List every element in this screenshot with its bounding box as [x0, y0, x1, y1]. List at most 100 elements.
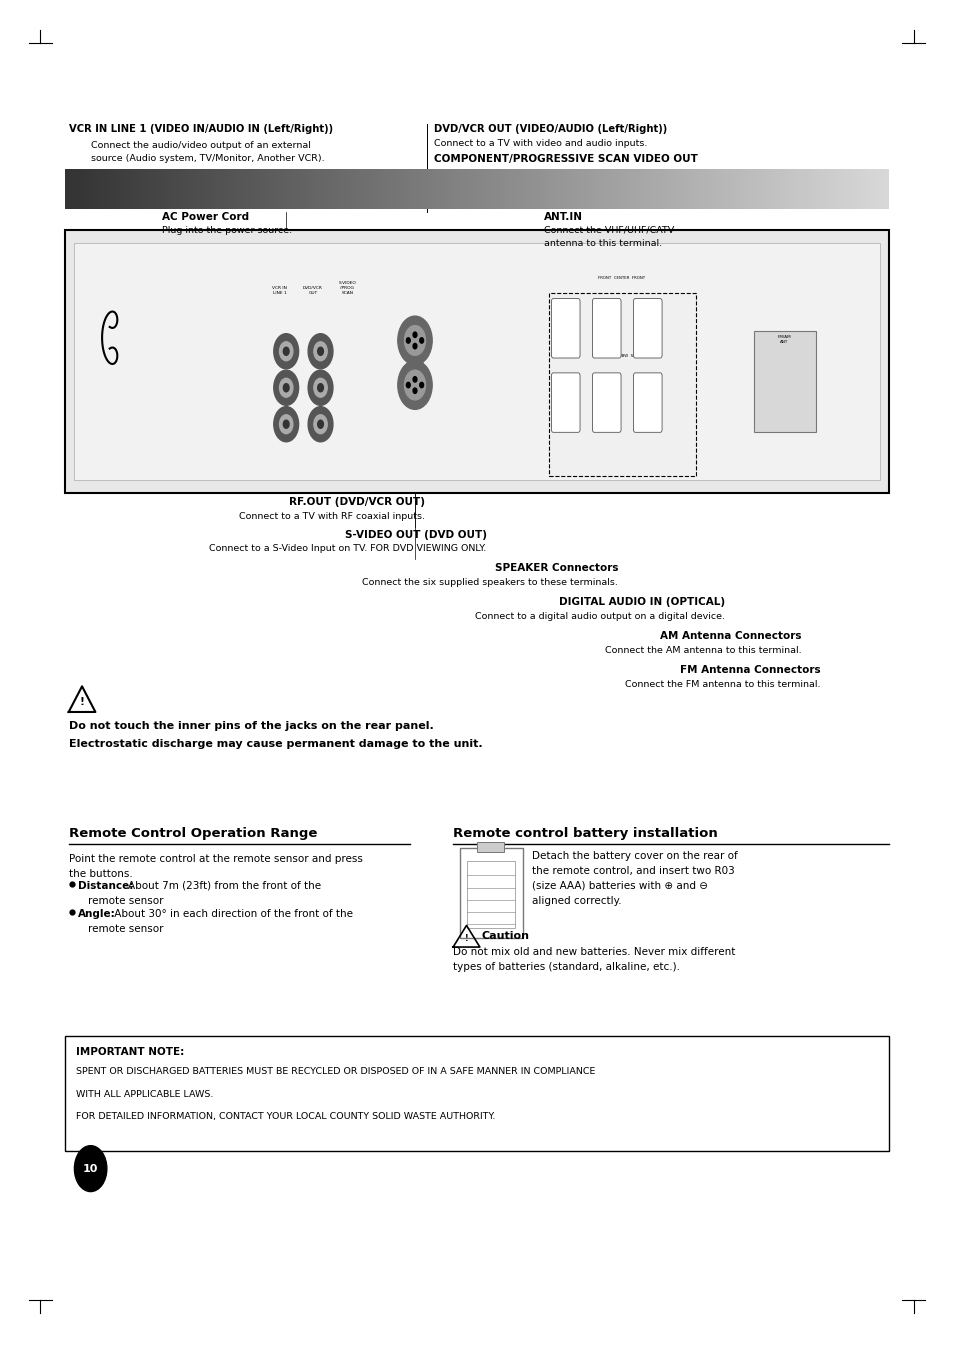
FancyBboxPatch shape: [548, 293, 696, 476]
Circle shape: [419, 382, 423, 388]
FancyBboxPatch shape: [592, 373, 620, 432]
Text: S-VIDEO
OUT: S-VIDEO OUT: [407, 362, 424, 370]
Text: Connect to a TV with RF coaxial inputs.: Connect to a TV with RF coaxial inputs.: [238, 512, 424, 521]
Text: !: !: [79, 697, 85, 707]
Circle shape: [413, 343, 416, 349]
Text: IMPORTANT NOTE:: IMPORTANT NOTE:: [76, 1047, 184, 1056]
FancyBboxPatch shape: [74, 243, 879, 480]
Circle shape: [397, 316, 432, 365]
Text: 10: 10: [83, 1163, 98, 1174]
Circle shape: [283, 420, 289, 428]
Text: the remote control, and insert two R03: the remote control, and insert two R03: [532, 866, 735, 875]
Circle shape: [308, 407, 333, 442]
Circle shape: [419, 338, 423, 343]
FancyBboxPatch shape: [476, 842, 503, 852]
Text: FM/AM
ANT: FM/AM ANT: [777, 335, 790, 343]
FancyBboxPatch shape: [551, 299, 579, 358]
Text: Do not mix old and new batteries. Never mix different: Do not mix old and new batteries. Never …: [453, 947, 735, 957]
Text: RF
OUT: RF OUT: [411, 392, 420, 400]
Text: Connect the FM antenna to this terminal.: Connect the FM antenna to this terminal.: [624, 680, 820, 689]
Circle shape: [283, 384, 289, 392]
Text: aligned correctly.: aligned correctly.: [532, 896, 621, 905]
Circle shape: [413, 377, 416, 382]
FancyBboxPatch shape: [633, 373, 661, 432]
Circle shape: [317, 347, 323, 355]
Text: ANT.IN: ANT.IN: [543, 212, 582, 222]
Circle shape: [74, 1146, 107, 1192]
FancyBboxPatch shape: [592, 299, 620, 358]
Text: AM Antenna Connectors: AM Antenna Connectors: [659, 631, 801, 640]
Text: FRONT  CENTER  FRONT: FRONT CENTER FRONT: [598, 276, 645, 280]
Text: Connect the six supplied speakers to these terminals.: Connect the six supplied speakers to the…: [362, 578, 618, 588]
Circle shape: [274, 334, 298, 369]
Text: SURR   SUBW  SURR: SURR SUBW SURR: [601, 354, 641, 358]
FancyBboxPatch shape: [65, 1036, 888, 1151]
Text: S-VIDEO
/PROG
SCAN: S-VIDEO /PROG SCAN: [338, 281, 355, 295]
Text: (size AAA) batteries with ⊕ and ⊖: (size AAA) batteries with ⊕ and ⊖: [532, 881, 707, 890]
Text: S-VIDEO OUT (DVD OUT): S-VIDEO OUT (DVD OUT): [344, 530, 486, 539]
Text: AC Power Cord: AC Power Cord: [162, 212, 249, 222]
Text: About 30° in each direction of the front of the: About 30° in each direction of the front…: [111, 909, 353, 919]
Text: Connect to a S-Video Input on TV. FOR DVD VIEWING ONLY.: Connect to a S-Video Input on TV. FOR DV…: [209, 544, 486, 554]
Text: Connect to a TV with video and audio inputs.: Connect to a TV with video and audio inp…: [434, 139, 647, 149]
Text: VCR IN
LINE 1: VCR IN LINE 1: [272, 286, 287, 295]
Text: DVD/VCR OUT (VIDEO/AUDIO (Left/Right)): DVD/VCR OUT (VIDEO/AUDIO (Left/Right)): [434, 124, 666, 134]
Text: remote sensor: remote sensor: [88, 896, 163, 905]
Circle shape: [404, 370, 425, 400]
Circle shape: [314, 342, 327, 361]
Text: Remote control battery installation: Remote control battery installation: [453, 827, 718, 840]
Text: Electrostatic discharge may cause permanent damage to the unit.: Electrostatic discharge may cause perman…: [69, 739, 482, 748]
Circle shape: [274, 370, 298, 405]
Text: Rear Panel: Rear Panel: [76, 180, 185, 197]
Text: Do not touch the inner pins of the jacks on the rear panel.: Do not touch the inner pins of the jacks…: [69, 721, 433, 731]
Circle shape: [279, 378, 293, 397]
Circle shape: [308, 370, 333, 405]
Text: Remote Control Operation Range: Remote Control Operation Range: [69, 827, 316, 840]
Text: DIGITAL AUDIO IN (OPTICAL): DIGITAL AUDIO IN (OPTICAL): [558, 597, 724, 607]
Text: Connect to a TV with Y Pb Pr inputs. FOR DVD: Connect to a TV with Y Pb Pr inputs. FOR…: [434, 184, 650, 193]
Circle shape: [279, 342, 293, 361]
Circle shape: [317, 420, 323, 428]
Text: source (Audio system, TV/Monitor, Another VCR).: source (Audio system, TV/Monitor, Anothe…: [91, 154, 324, 163]
Circle shape: [279, 415, 293, 434]
FancyBboxPatch shape: [633, 299, 661, 358]
Text: VIEWING ONLY.: VIEWING ONLY.: [434, 197, 503, 207]
Text: (Y Pb Pr) (DVD OUT): (Y Pb Pr) (DVD OUT): [434, 169, 552, 178]
Circle shape: [308, 334, 333, 369]
Circle shape: [404, 326, 425, 355]
Text: Detach the battery cover on the rear of: Detach the battery cover on the rear of: [532, 851, 738, 861]
Circle shape: [274, 407, 298, 442]
Text: SPEAKER Connectors: SPEAKER Connectors: [495, 563, 618, 573]
Text: Caution: Caution: [481, 931, 529, 940]
Text: Distance:: Distance:: [78, 881, 133, 890]
Circle shape: [314, 378, 327, 397]
Text: DVD/VCR
OUT: DVD/VCR OUT: [303, 286, 322, 295]
Text: types of batteries (standard, alkaline, etc.).: types of batteries (standard, alkaline, …: [453, 962, 679, 971]
FancyBboxPatch shape: [65, 230, 888, 493]
Text: RF.OUT (DVD/VCR OUT): RF.OUT (DVD/VCR OUT): [288, 497, 424, 507]
Circle shape: [406, 338, 410, 343]
Text: Connect the AM antenna to this terminal.: Connect the AM antenna to this terminal.: [604, 646, 801, 655]
Circle shape: [397, 361, 432, 409]
Text: Plug into the power source.: Plug into the power source.: [162, 226, 292, 235]
Circle shape: [413, 332, 416, 338]
Text: Connect the VHF/UHF/CATV: Connect the VHF/UHF/CATV: [543, 226, 674, 235]
Text: Angle:: Angle:: [78, 909, 116, 919]
Text: Connect to a digital audio output on a digital device.: Connect to a digital audio output on a d…: [475, 612, 724, 621]
Text: Connect the audio/video output of an external: Connect the audio/video output of an ext…: [91, 141, 310, 150]
Text: antenna to this terminal.: antenna to this terminal.: [543, 239, 661, 249]
Text: SPENT OR DISCHARGED BATTERIES MUST BE RECYCLED OR DISPOSED OF IN A SAFE MANNER I: SPENT OR DISCHARGED BATTERIES MUST BE RE…: [76, 1067, 595, 1077]
Circle shape: [413, 388, 416, 393]
Text: VCR IN LINE 1 (VIDEO IN/AUDIO IN (Left/Right)): VCR IN LINE 1 (VIDEO IN/AUDIO IN (Left/R…: [69, 124, 333, 134]
FancyBboxPatch shape: [551, 373, 579, 432]
FancyBboxPatch shape: [459, 848, 522, 938]
Text: FOR DETAILED INFORMATION, CONTACT YOUR LOCAL COUNTY SOLID WASTE AUTHORITY.: FOR DETAILED INFORMATION, CONTACT YOUR L…: [76, 1112, 496, 1121]
Circle shape: [314, 415, 327, 434]
Text: COMPONENT/PROGRESSIVE SCAN VIDEO OUT: COMPONENT/PROGRESSIVE SCAN VIDEO OUT: [434, 154, 698, 163]
Text: WITH ALL APPLICABLE LAWS.: WITH ALL APPLICABLE LAWS.: [76, 1090, 213, 1100]
Text: !: !: [464, 934, 468, 943]
Text: Point the remote control at the remote sensor and press: Point the remote control at the remote s…: [69, 854, 362, 863]
Text: FM Antenna Connectors: FM Antenna Connectors: [679, 665, 820, 674]
Text: remote sensor: remote sensor: [88, 924, 163, 934]
Circle shape: [406, 382, 410, 388]
